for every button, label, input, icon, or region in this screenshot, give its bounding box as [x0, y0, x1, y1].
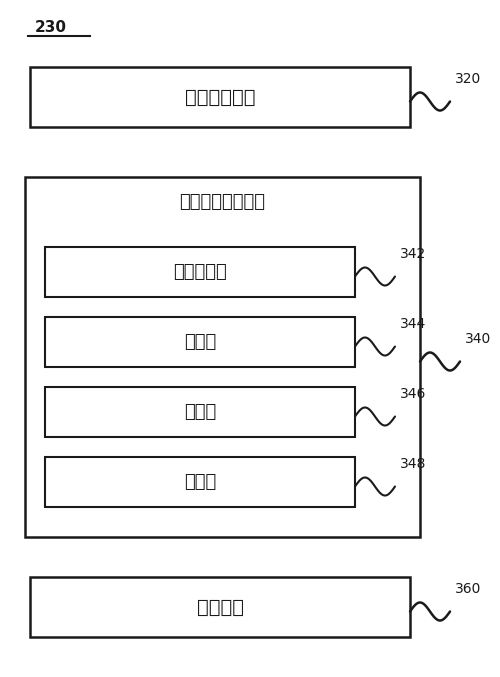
FancyBboxPatch shape	[30, 577, 410, 637]
Text: 判断块: 判断块	[184, 473, 216, 491]
FancyBboxPatch shape	[30, 67, 410, 127]
Text: 参数确定块: 参数确定块	[173, 263, 227, 281]
FancyBboxPatch shape	[45, 387, 355, 437]
FancyBboxPatch shape	[45, 457, 355, 507]
Text: 图像重建单元: 图像重建单元	[185, 87, 256, 106]
FancyBboxPatch shape	[45, 317, 355, 367]
Text: 提取块: 提取块	[184, 333, 216, 351]
Text: 340: 340	[465, 332, 491, 346]
Text: 230: 230	[35, 20, 67, 35]
Text: 神经网络训练单元: 神经网络训练单元	[180, 193, 266, 211]
FancyBboxPatch shape	[25, 177, 420, 537]
Text: 320: 320	[455, 72, 481, 86]
Text: 342: 342	[400, 247, 426, 261]
Text: 计算块: 计算块	[184, 403, 216, 421]
Text: 346: 346	[400, 387, 426, 401]
FancyBboxPatch shape	[45, 247, 355, 297]
Text: 存储单元: 存储单元	[196, 598, 244, 617]
Text: 344: 344	[400, 317, 426, 331]
Text: 348: 348	[400, 457, 426, 471]
Text: 360: 360	[455, 582, 481, 596]
